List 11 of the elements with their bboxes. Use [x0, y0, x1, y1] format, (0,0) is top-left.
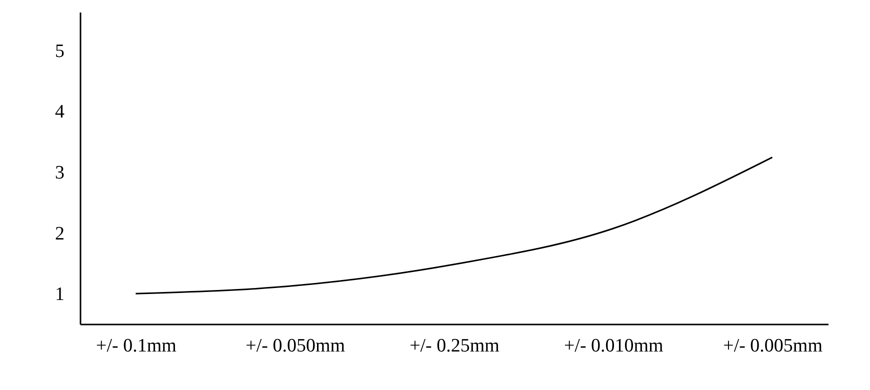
y-tick-label: 2 — [55, 223, 64, 244]
x-tick-label: +/- 0.050mm — [246, 336, 346, 356]
line-series — [134, 156, 774, 294]
y-tick-label: 5 — [55, 40, 64, 62]
x-tick-label: +/- 0.25mm — [410, 336, 500, 356]
x-tick-label: +/- 0.005mm — [723, 336, 823, 356]
y-tick-label: 1 — [55, 284, 64, 306]
x-tick-label: +/- 0.1mm — [96, 336, 177, 356]
y-tick-label: 4 — [55, 102, 65, 123]
x-tick-label: +/- 0.010mm — [564, 336, 664, 356]
y-tick-label: 3 — [55, 162, 64, 184]
